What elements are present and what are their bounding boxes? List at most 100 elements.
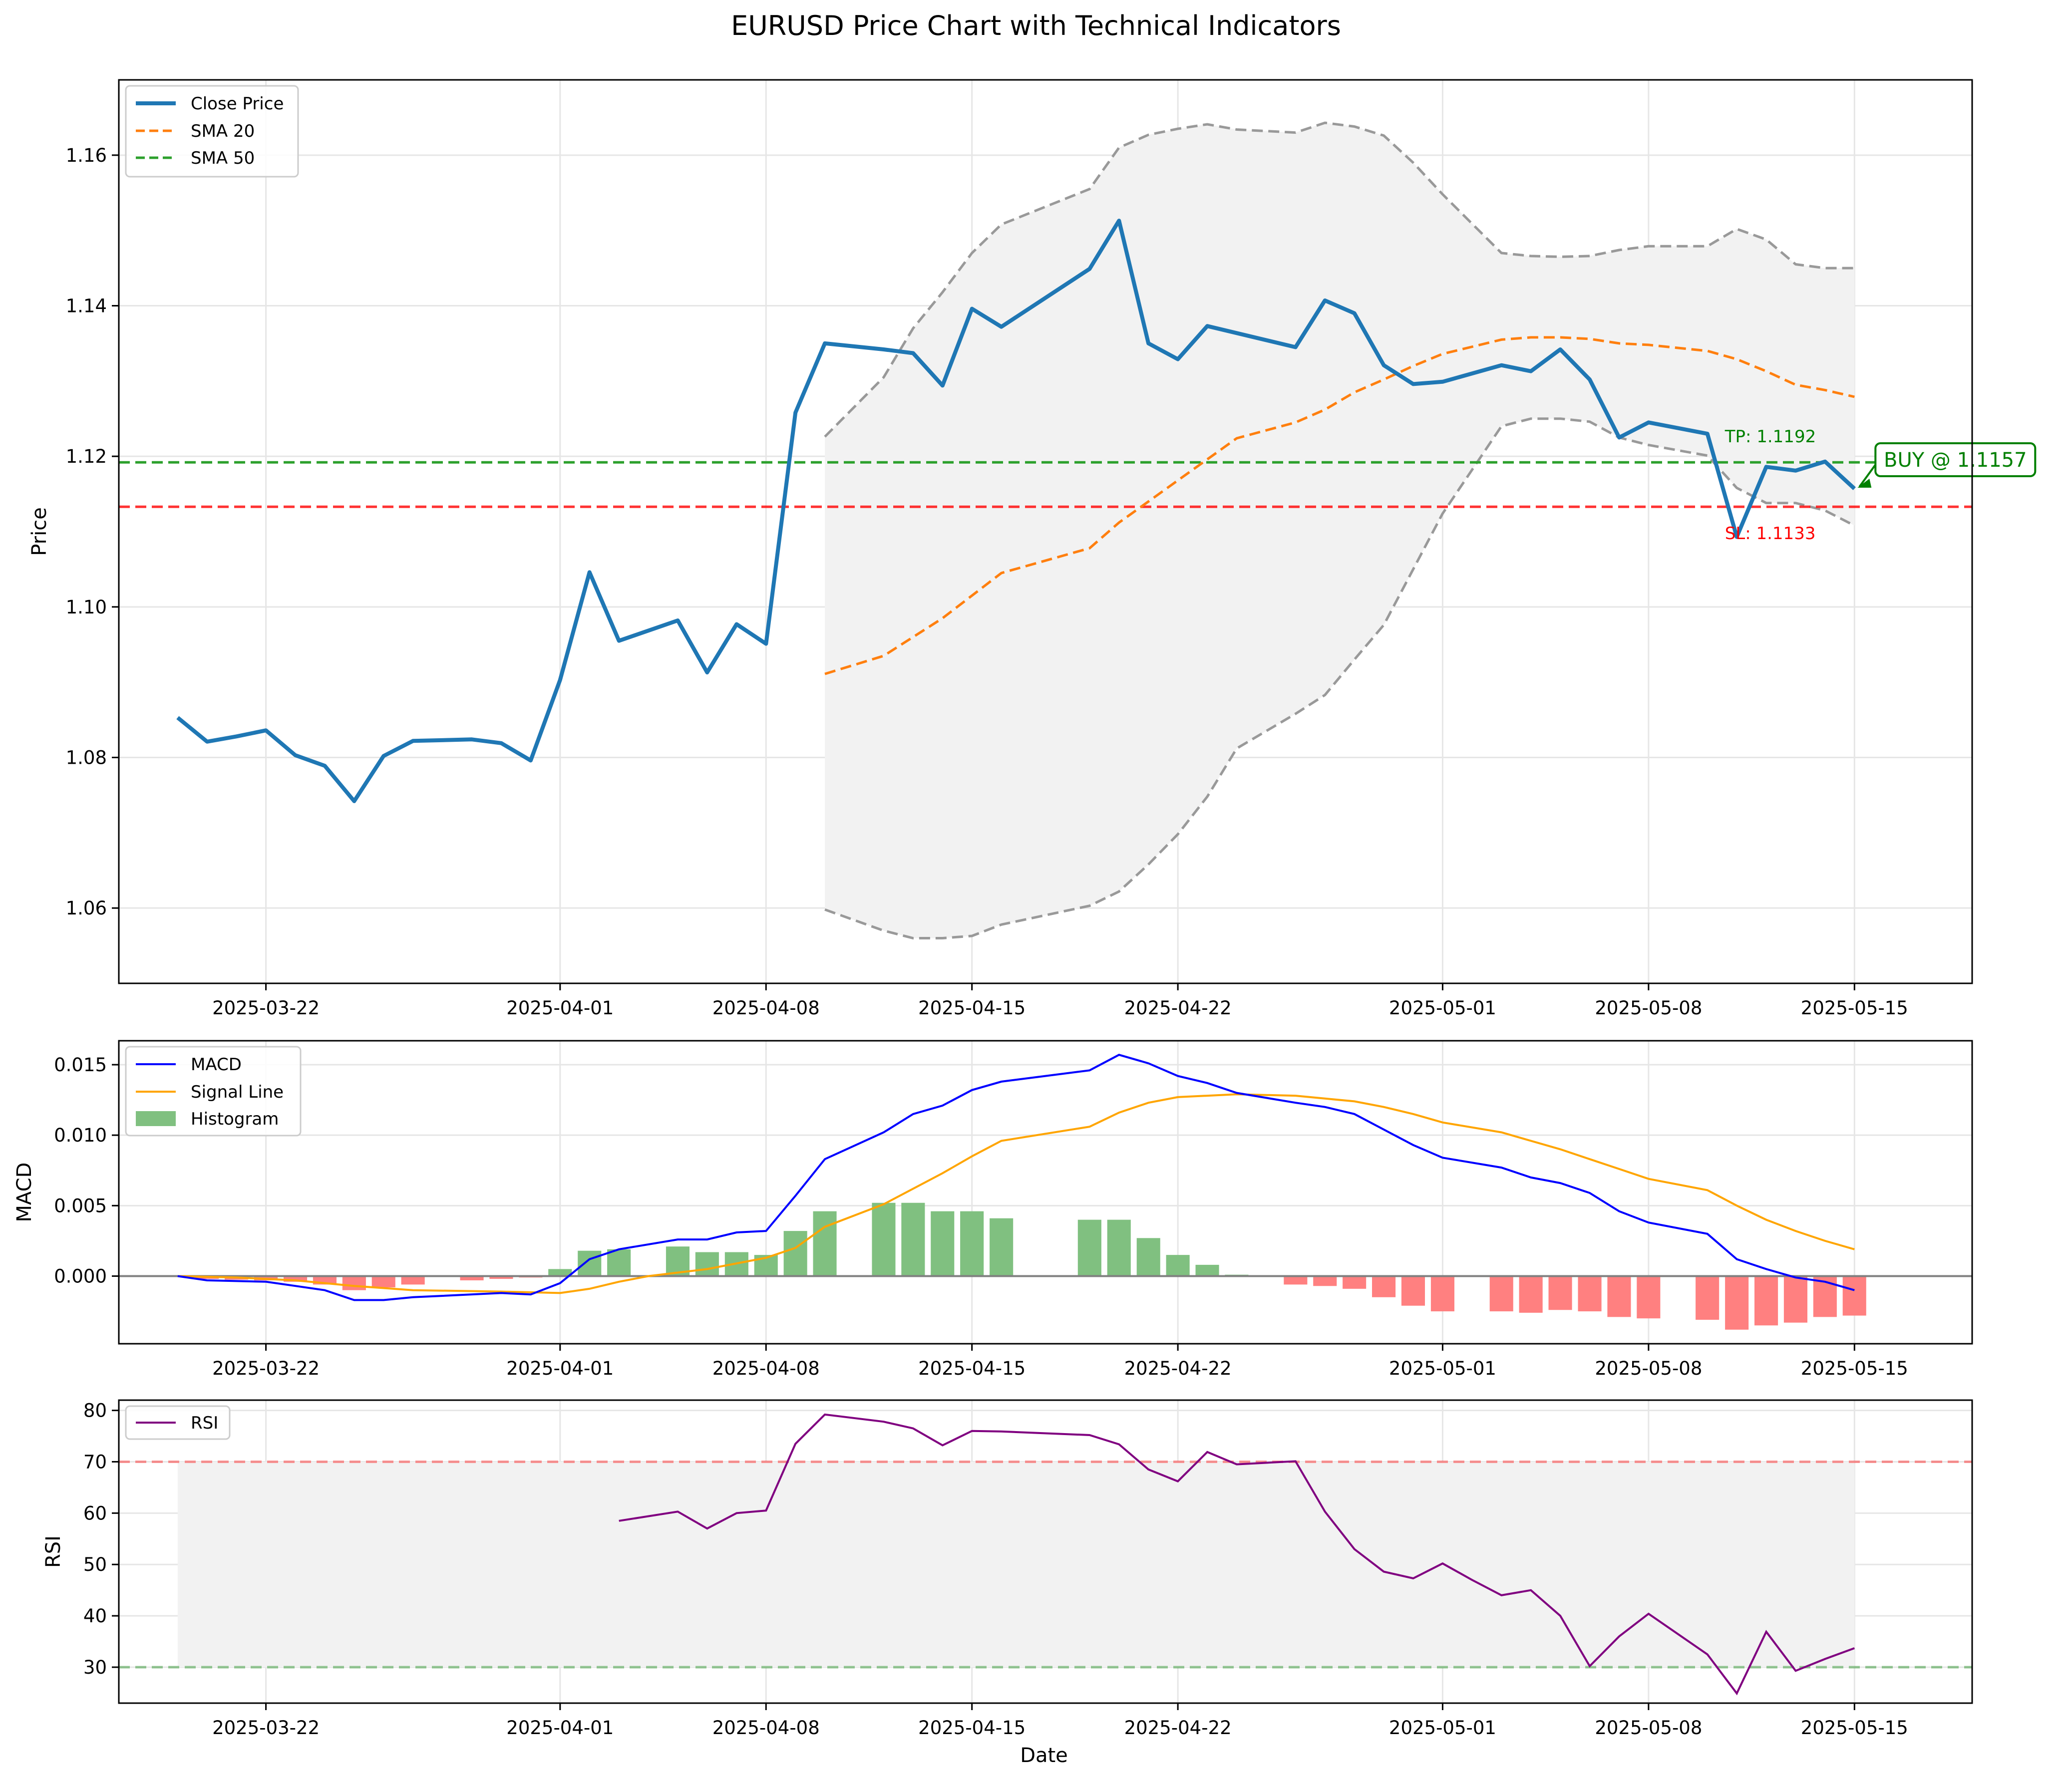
price-legend-label-sma50: SMA 50: [191, 148, 255, 168]
macd-x-tick-label: 2025-05-01: [1389, 1358, 1496, 1379]
histogram-bar-positive: [607, 1249, 631, 1276]
macd-y-axis-label: MACD: [13, 1163, 36, 1222]
histogram-bar-positive: [872, 1202, 896, 1276]
bollinger-band-fill: [825, 123, 1855, 938]
macd-x-tick-label: 2025-03-22: [212, 1358, 320, 1379]
signal-line: [177, 1093, 1855, 1294]
histogram-bar-negative: [460, 1276, 484, 1280]
rsi-y-tick-label: 40: [83, 1605, 107, 1627]
macd-y-tick-label: 0.005: [54, 1195, 107, 1216]
close-price-line: [176, 219, 1856, 803]
rsi-y-axis-label: RSI: [42, 1535, 65, 1568]
price-y-tick-label: 1.16: [66, 145, 107, 166]
rsi-y-tick-label: 50: [83, 1554, 107, 1575]
take-profit-label: TP: 1.1192: [1725, 427, 1816, 447]
macd-legend-label-signal: Signal Line: [191, 1082, 284, 1102]
rsi-axes-frame: [118, 1399, 1973, 1704]
histogram-bar-negative: [1313, 1276, 1337, 1286]
rsi-x-tick-label: 2025-05-08: [1595, 1717, 1702, 1739]
rsi-x-tick-label: 2025-03-22: [212, 1717, 320, 1739]
stop-loss-label: SL: 1.1133: [1725, 524, 1816, 544]
histogram-bar-negative: [371, 1276, 395, 1288]
macd-panel: 2025-03-22 2025-04-01 2025-04-08 2025-04-15…: [13, 1040, 1973, 1379]
histogram-bar-negative: [1284, 1276, 1308, 1285]
histogram-bar-negative: [1430, 1276, 1454, 1312]
histogram-bar-negative: [342, 1276, 366, 1290]
price-y-tick-label: 1.10: [66, 596, 107, 618]
histogram-bar-negative: [401, 1276, 425, 1285]
macd-axes-frame: [118, 1040, 1973, 1345]
macd-x-tick-label: 2025-05-08: [1595, 1358, 1702, 1379]
price-y-tick-label: 1.06: [66, 897, 107, 919]
price-x-tick-label: 2025-04-15: [918, 997, 1026, 1019]
histogram-bar-positive: [1166, 1255, 1190, 1276]
rsi-x-tick-label: 2025-04-15: [918, 1717, 1026, 1739]
histogram-bar-positive: [990, 1218, 1014, 1276]
histogram-bar-negative: [1607, 1276, 1631, 1317]
price-x-tick-label: 2025-04-01: [506, 997, 614, 1019]
macd-x-tick-label: 2025-04-22: [1124, 1358, 1232, 1379]
histogram-bar-positive: [548, 1269, 572, 1276]
upper-band-line: [824, 121, 1855, 438]
price-x-tick-label: 2025-05-15: [1801, 997, 1908, 1019]
price-y-axis-label: Price: [28, 507, 51, 556]
histogram-bar-negative: [1783, 1276, 1807, 1323]
macd-x-tick-label: 2025-05-15: [1801, 1358, 1908, 1379]
macd-plot-area: [119, 1041, 1972, 1344]
price-x-tick-label: 2025-04-08: [712, 997, 820, 1019]
entry-annotation-box: [1874, 442, 2037, 477]
histogram-bar-negative: [1401, 1276, 1425, 1306]
rsi-legend-label-rsi: RSI: [191, 1413, 218, 1433]
rsi-x-tick-label: 2025-04-08: [712, 1717, 820, 1739]
price-y-tick-label: 1.08: [66, 747, 107, 769]
histogram-bar-negative: [489, 1276, 513, 1279]
histogram-bar-positive: [1195, 1264, 1219, 1276]
macd-y-tick-label: 0.010: [54, 1125, 107, 1146]
rsi-x-tick-label: 2025-04-22: [1124, 1717, 1232, 1739]
rsi-x-tick-label: 2025-05-01: [1389, 1717, 1496, 1739]
histogram-bar-negative: [284, 1276, 308, 1282]
price-x-tick-label: 2025-03-22: [212, 997, 320, 1019]
macd-x-tick-label: 2025-04-15: [918, 1358, 1026, 1379]
rsi-neutral-zone-fill: [177, 1462, 1855, 1667]
price-y-tick-label: 1.14: [66, 296, 107, 317]
price-x-tick-label: 2025-05-01: [1389, 997, 1496, 1019]
rsi-y-tick-label: 30: [83, 1657, 107, 1678]
price-x-tick-label: 2025-05-08: [1595, 997, 1702, 1019]
price-legend-box: [125, 85, 299, 178]
histogram-bar-negative: [1578, 1276, 1602, 1312]
price-legend-label-close: Close Price: [191, 94, 284, 114]
rsi-y-tick-label: 70: [83, 1451, 107, 1473]
histogram-bar-negative: [1725, 1276, 1749, 1330]
histogram-bar-negative: [1813, 1276, 1837, 1317]
histogram-bar-positive: [813, 1211, 837, 1276]
histogram-bar-positive: [901, 1202, 925, 1276]
histogram-bar-negative: [1637, 1276, 1661, 1319]
macd-y-tick-label: 0.015: [54, 1054, 107, 1076]
price-y-tick-label: 1.12: [66, 446, 107, 467]
entry-annotation-label: BUY @ 1.1157: [1884, 449, 2027, 472]
histogram-bar-negative: [1842, 1276, 1866, 1316]
histogram-bar-negative: [1754, 1276, 1778, 1326]
histogram-bar-positive: [1077, 1219, 1101, 1276]
macd-y-tick-label: 0.000: [54, 1265, 107, 1287]
lower-band-line: [824, 417, 1855, 939]
macd-x-tick-label: 2025-04-01: [506, 1358, 614, 1379]
macd-x-tick-label: 2025-04-08: [712, 1358, 820, 1379]
histogram-bar-positive: [1136, 1238, 1160, 1276]
price-x-tick-label: 2025-04-22: [1124, 997, 1232, 1019]
histogram-bar-negative: [1372, 1276, 1396, 1297]
histogram-bar-negative: [1519, 1276, 1543, 1313]
rsi-y-tick-label: 60: [83, 1502, 107, 1524]
x-axis-label: Date: [1020, 1744, 1068, 1767]
histogram-bar-negative: [1343, 1276, 1367, 1289]
histogram-bar-positive: [578, 1250, 602, 1276]
price-legend-label-sma20: SMA 20: [191, 121, 255, 141]
rsi-x-tick-label: 2025-04-01: [506, 1717, 614, 1739]
sma20-line: [824, 336, 1855, 675]
histogram-bar-positive: [783, 1231, 807, 1276]
macd-legend-swatch-histogram: [136, 1111, 176, 1126]
histogram-bar-positive: [1107, 1219, 1131, 1276]
price-axes-frame: [118, 79, 1973, 984]
